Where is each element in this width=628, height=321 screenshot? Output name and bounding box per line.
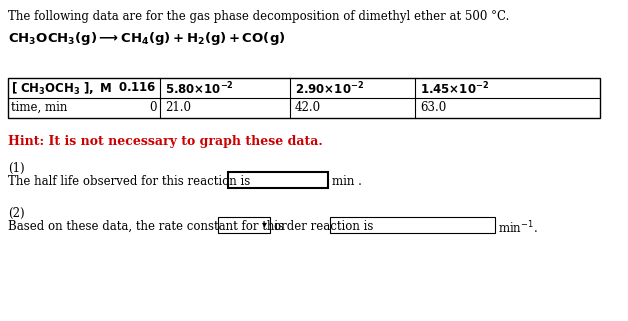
Text: 63.0: 63.0: [420, 101, 447, 114]
Bar: [8, 78, 600, 118]
Text: $\mathbf{2.90{\times}10^{-2}}$: $\mathbf{2.90{\times}10^{-2}}$: [295, 81, 364, 98]
Text: The half life observed for this reaction is: The half life observed for this reaction…: [8, 175, 250, 188]
Text: $\mathbf{0.116}$: $\mathbf{0.116}$: [119, 81, 157, 94]
Text: The following data are for the gas phase decomposition of dimethyl ether at 500 : The following data are for the gas phase…: [8, 10, 509, 23]
Bar: [218, 217, 270, 233]
Text: min$^{-1}$.: min$^{-1}$.: [498, 220, 538, 237]
Text: time, min: time, min: [11, 101, 67, 114]
Text: 21.0: 21.0: [165, 101, 191, 114]
Bar: [228, 172, 328, 188]
Text: Based on these data, the rate constant for this: Based on these data, the rate constant f…: [8, 220, 284, 233]
Text: ▾: ▾: [262, 219, 267, 229]
Text: Hint: It is not necessary to graph these data.: Hint: It is not necessary to graph these…: [8, 135, 323, 148]
Text: min .: min .: [332, 175, 362, 188]
Bar: [330, 217, 495, 233]
Text: $\mathbf{1.45{\times}10^{-2}}$: $\mathbf{1.45{\times}10^{-2}}$: [420, 81, 489, 98]
Text: 42.0: 42.0: [295, 101, 321, 114]
Text: $\rm\bf CH_3OCH_3(g) \longrightarrow CH_4(g) + H_2(g) + CO(g)$: $\rm\bf CH_3OCH_3(g) \longrightarrow CH_…: [8, 30, 286, 47]
Text: (2): (2): [8, 207, 24, 220]
Text: (1): (1): [8, 162, 24, 175]
Text: $\mathbf{[\ CH_3OCH_3\ ],\ M}$: $\mathbf{[\ CH_3OCH_3\ ],\ M}$: [11, 81, 112, 97]
Text: 0: 0: [149, 101, 157, 114]
Text: order reaction is: order reaction is: [274, 220, 374, 233]
Text: $\mathbf{5.80{\times}10^{-2}}$: $\mathbf{5.80{\times}10^{-2}}$: [165, 81, 234, 98]
